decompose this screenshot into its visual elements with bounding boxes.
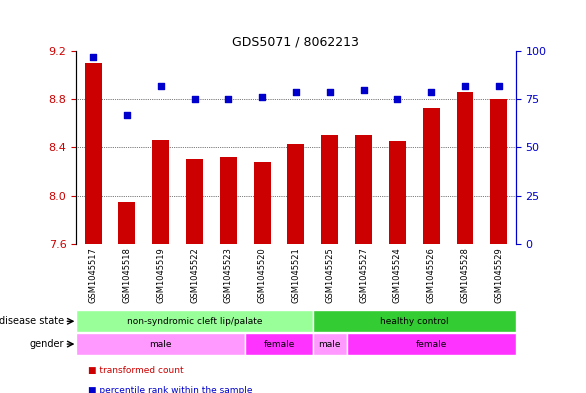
Text: GSM1045522: GSM1045522 — [190, 248, 199, 303]
Bar — [321, 135, 338, 244]
Bar — [186, 160, 203, 244]
Point — [190, 96, 199, 102]
Bar — [84, 63, 101, 244]
Point — [122, 112, 132, 118]
Point — [494, 83, 503, 89]
Point — [325, 88, 335, 95]
Text: GSM1045526: GSM1045526 — [427, 248, 435, 303]
Text: GSM1045518: GSM1045518 — [122, 248, 131, 303]
Bar — [152, 140, 169, 244]
Text: GSM1045523: GSM1045523 — [224, 248, 233, 303]
Text: GSM1045529: GSM1045529 — [494, 248, 503, 303]
Bar — [355, 135, 372, 244]
Bar — [254, 162, 271, 244]
Text: female: female — [415, 340, 447, 349]
Text: gender: gender — [30, 339, 64, 349]
Bar — [118, 202, 135, 244]
Point — [460, 83, 469, 89]
Text: GSM1045521: GSM1045521 — [291, 248, 301, 303]
Bar — [423, 108, 440, 244]
Text: GSM1045520: GSM1045520 — [258, 248, 267, 303]
Bar — [490, 99, 507, 244]
Point — [224, 96, 233, 102]
Text: ■ transformed count: ■ transformed count — [88, 366, 183, 375]
Text: ■ percentile rank within the sample: ■ percentile rank within the sample — [88, 386, 253, 393]
Bar — [220, 157, 237, 244]
Text: male: male — [318, 340, 341, 349]
Point — [359, 86, 368, 93]
Point — [291, 88, 301, 95]
Bar — [389, 141, 406, 244]
Point — [427, 88, 436, 95]
Bar — [456, 92, 473, 244]
Text: non-syndromic cleft lip/palate: non-syndromic cleft lip/palate — [127, 317, 263, 326]
Text: male: male — [149, 340, 172, 349]
Point — [393, 96, 402, 102]
Point — [257, 94, 267, 101]
Text: healthy control: healthy control — [380, 317, 448, 326]
Text: GSM1045524: GSM1045524 — [393, 248, 402, 303]
Text: GSM1045517: GSM1045517 — [88, 248, 98, 303]
Text: GSM1045528: GSM1045528 — [461, 248, 469, 303]
Text: disease state: disease state — [0, 316, 64, 326]
Point — [156, 83, 165, 89]
Title: GDS5071 / 8062213: GDS5071 / 8062213 — [233, 35, 359, 48]
Text: GSM1045519: GSM1045519 — [156, 248, 165, 303]
Bar — [288, 144, 304, 244]
Point — [88, 54, 98, 60]
Text: GSM1045525: GSM1045525 — [325, 248, 334, 303]
Text: GSM1045527: GSM1045527 — [359, 248, 368, 303]
Text: female: female — [263, 340, 295, 349]
